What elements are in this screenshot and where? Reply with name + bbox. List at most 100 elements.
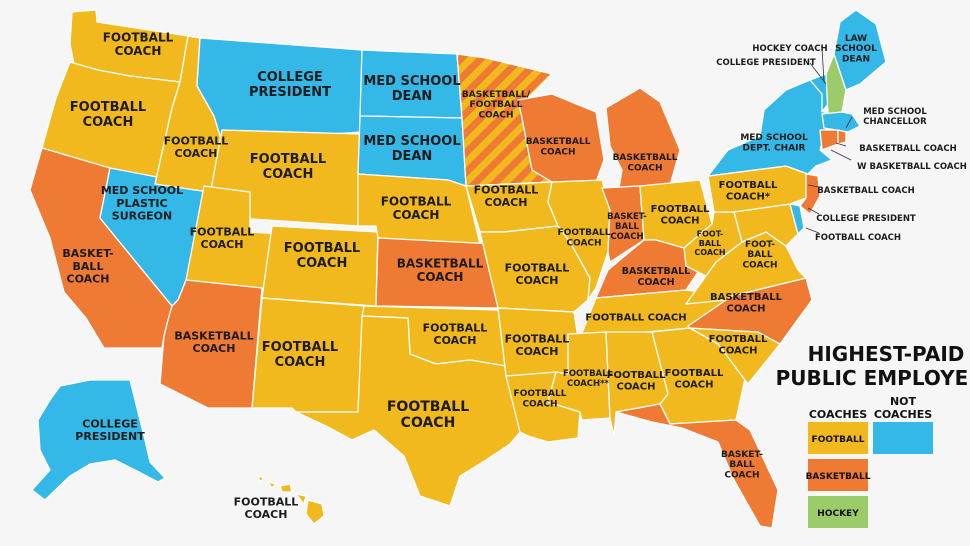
label-va-line: BALL: [747, 250, 773, 260]
label-ut-line: FOOTBALL: [190, 226, 255, 239]
label-sc-line: FOOTBALL: [709, 334, 768, 345]
label-ga: FOOTBALL COACH: [665, 368, 724, 391]
label-ny-line: MED SCHOOL: [740, 133, 808, 143]
label-va: FOOT-BALL COACH: [742, 240, 777, 271]
label-de-line: COLLEGE PRESIDENT: [816, 214, 916, 224]
label-ky-line: BASKETBALL: [622, 266, 690, 277]
label-nm: FOOTBALL COACH: [262, 340, 338, 370]
label-me-line: LAW: [845, 34, 867, 44]
label-ct: W BASKETBALL COACH: [857, 162, 967, 172]
label-wv: FOOT-BALL COACH: [694, 230, 725, 257]
legend-hockey-swatch: [808, 496, 868, 528]
state-me: [833, 9, 887, 91]
label-nh-line: COLLEGE PRESIDENT: [716, 58, 816, 68]
label-az-line: BASKETBALL: [174, 330, 253, 343]
label-ak-line: COLLEGE: [82, 418, 138, 431]
label-nv: MED SCHOOL PLASTIC SURGEON: [101, 184, 183, 222]
label-ok: FOOTBALL COACH: [423, 322, 488, 348]
state-ak: [31, 379, 166, 501]
label-la-line: COACH: [522, 399, 557, 409]
label-mi-line: BASKETBALL: [613, 153, 678, 163]
label-fl-line: COACH: [724, 471, 759, 481]
label-ks-line: BASKETBALL: [397, 256, 484, 270]
label-or: FOOTBALL COACH: [70, 100, 146, 130]
label-ny: MED SCHOOL DEPT. CHAIR: [740, 133, 808, 153]
state-fl: [615, 403, 779, 529]
label-ar: FOOTBALL COACH: [505, 333, 570, 359]
label-al: FOOTBALL COACH: [607, 370, 666, 393]
label-ma: MED SCHOOL CHANCELLOR: [863, 107, 927, 127]
title-line-2: PUBLIC EMPLOYEES: [776, 366, 970, 390]
label-ar-line: FOOTBALL: [505, 333, 570, 346]
label-wy: FOOTBALL COACH: [250, 152, 326, 182]
label-in-line: BASKET-: [607, 212, 647, 222]
label-mo: FOOTBALL COACH: [505, 262, 570, 288]
label-tx-line: FOOTBALL: [387, 399, 469, 415]
label-mn: BASKETBALL/FOOTBALL COACH: [462, 90, 531, 121]
label-nc: BASKETBALL COACH: [710, 292, 783, 315]
state-hi: [257, 475, 325, 525]
label-la: FOOTBALL COACH: [514, 389, 567, 409]
label-mo-line: FOOTBALL: [505, 262, 570, 275]
state-ct: [819, 129, 839, 151]
label-in: BASKET-BALL COACH: [607, 212, 647, 242]
label-nv-line: PLASTIC: [116, 197, 167, 210]
label-az: BASKETBALL COACH: [174, 330, 253, 356]
legend-football-swatch: [808, 422, 868, 454]
label-nc-line: COACH: [726, 303, 765, 314]
label-ms: FOOTBALL COACH**: [563, 369, 614, 389]
title-line-1: HIGHEST-PAID: [808, 342, 965, 366]
label-sc-line: COACH: [718, 345, 757, 356]
label-wa-line: FOOTBALL: [103, 30, 174, 44]
label-mi-line: COACH: [627, 163, 662, 173]
label-sd-line: DEAN: [392, 149, 433, 164]
label-ms-line: FOOTBALL: [563, 369, 614, 379]
label-wy-line: COACH: [263, 167, 314, 182]
label-in-line: BALL: [615, 222, 639, 232]
label-nd-line: MED SCHOOL: [363, 74, 460, 89]
state-de: [789, 203, 805, 235]
label-wi-line: COACH: [540, 147, 575, 157]
label-md: FOOTBALL COACH: [815, 233, 901, 243]
label-nm-line: FOOTBALL: [262, 340, 338, 355]
label-ca-line: BASKET-: [62, 247, 113, 260]
label-mt: COLLEGE PRESIDENT: [249, 70, 331, 100]
label-fl-line: BASKET-: [721, 450, 763, 460]
label-nc-line: BASKETBALL: [710, 292, 783, 303]
label-wi: BASKETBALL COACH: [526, 137, 591, 157]
label-sd: MED SCHOOL DEAN: [363, 134, 460, 164]
label-ia: FOOTBALL COACH: [474, 184, 539, 210]
label-wy-line: FOOTBALL: [250, 152, 326, 167]
label-id: FOOTBALL COACH: [164, 135, 229, 161]
label-hi: FOOTBALL COACH: [234, 496, 299, 522]
label-co-line: COACH: [297, 256, 348, 271]
label-ca-line: COACH: [67, 273, 110, 286]
legend-not-coaches-header-2: COACHES: [874, 408, 932, 421]
label-tx: FOOTBALL COACH: [387, 399, 469, 431]
legend-football-label: FOOTBALL: [812, 435, 865, 445]
label-nj-line: BASKETBALL COACH: [817, 186, 914, 196]
label-ny-line: DEPT. CHAIR: [743, 143, 806, 153]
label-wi-line: BASKETBALL: [526, 137, 591, 147]
label-ne-line: FOOTBALL: [381, 194, 452, 208]
label-ar-line: COACH: [516, 345, 559, 358]
state-ri: [837, 129, 847, 145]
label-id-line: FOOTBALL: [164, 135, 229, 148]
legend-not-coaches-header-1: NOT: [890, 395, 917, 408]
label-mt-line: PRESIDENT: [249, 85, 331, 100]
label-ms-line: COACH**: [567, 379, 610, 389]
label-ut-line: COACH: [201, 238, 244, 251]
state-tx: [295, 315, 521, 507]
label-al-line: FOOTBALL: [607, 370, 666, 381]
label-vt: HOCKEY COACH: [752, 44, 827, 54]
label-hi-line: FOOTBALL: [234, 496, 299, 509]
label-mo-line: COACH: [516, 274, 559, 287]
label-sc: FOOTBALL COACH: [709, 334, 768, 357]
label-va-line: FOOT-: [745, 240, 775, 250]
label-il-line: COACH: [566, 238, 601, 248]
label-ga-line: FOOTBALL: [665, 368, 724, 379]
label-ky: BASKETBALL COACH: [622, 266, 690, 288]
label-ia-line: COACH: [485, 196, 528, 209]
legend-hockey-label: HOCKEY: [817, 509, 859, 519]
